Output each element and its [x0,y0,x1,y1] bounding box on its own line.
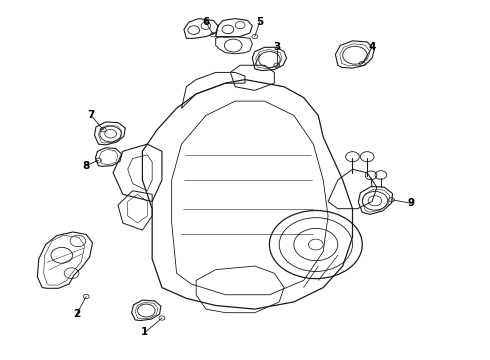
Text: 6: 6 [202,17,210,27]
Text: 9: 9 [408,198,415,208]
Text: 4: 4 [368,42,376,52]
Text: 5: 5 [256,17,263,27]
Text: 1: 1 [141,327,148,337]
Text: 7: 7 [87,111,95,121]
Text: 3: 3 [273,42,280,52]
Text: 8: 8 [83,161,90,171]
Text: 2: 2 [73,310,80,319]
